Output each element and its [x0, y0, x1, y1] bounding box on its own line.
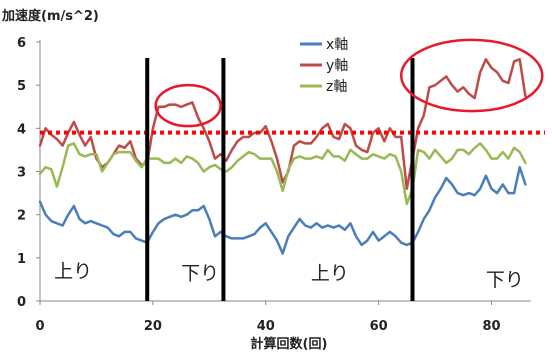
x-tick-label: 40: [257, 319, 275, 334]
phase-label: 下り: [181, 262, 219, 284]
phase-label: 上り: [54, 260, 92, 282]
highlight-ellipse: [154, 83, 222, 128]
phase-label: 下り: [486, 269, 524, 291]
x-tick-label: 20: [144, 319, 162, 334]
y-tick-label: 1: [17, 252, 26, 267]
y-axis-title: 加速度(m/s^2): [1, 8, 99, 24]
legend-label: z軸: [326, 79, 347, 95]
y-tick-label: 2: [17, 209, 26, 224]
y-tick-label: 5: [17, 79, 26, 94]
series-line: [38, 58, 527, 191]
x-axis-title: 計算回数(回): [251, 336, 328, 352]
legend-label: x軸: [326, 37, 348, 53]
y-tick-label: 6: [17, 36, 26, 51]
y-tick-label: 0: [17, 295, 26, 310]
series-line: [38, 165, 527, 255]
x-tick-label: 60: [370, 319, 388, 334]
phase-label: 上り: [311, 262, 349, 284]
x-tick-label: 80: [482, 319, 500, 334]
series-line: [38, 142, 527, 206]
y-tick-label: 3: [17, 166, 26, 181]
legend-label: y軸: [326, 58, 348, 74]
x-tick-label: 0: [35, 319, 44, 334]
highlight-ellipse: [399, 38, 544, 113]
y-tick-label: 4: [17, 122, 26, 137]
